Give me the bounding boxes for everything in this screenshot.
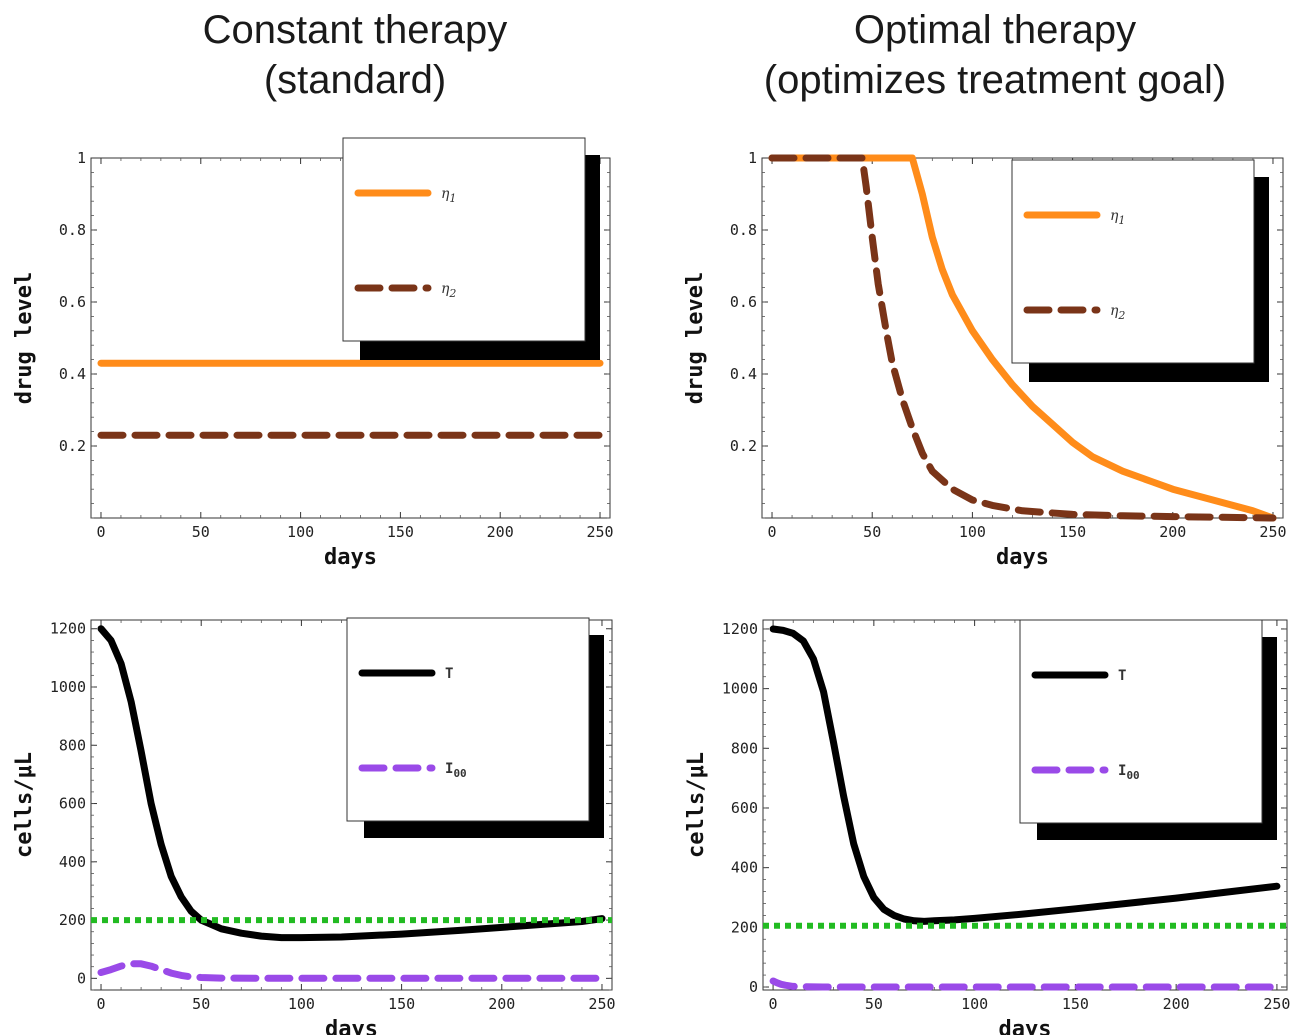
- plot-frame: [761, 157, 1284, 519]
- x-tick-label: 50: [865, 995, 883, 1013]
- y-tick-label: 200: [731, 918, 758, 936]
- x-tick-label: 0: [97, 995, 106, 1013]
- x-tick-label: 100: [961, 995, 988, 1013]
- y-axis-label: cells/μL: [684, 752, 709, 858]
- y-tick-label: 1000: [50, 678, 86, 696]
- series-line-I00: [97, 960, 606, 982]
- x-tick-label: 150: [387, 523, 414, 541]
- legend-label: T: [1118, 668, 1126, 684]
- title-left-line1: Constant therapy: [202, 8, 508, 52]
- y-tick-label: 1000: [722, 680, 758, 698]
- y-axis-label: drug level: [12, 272, 37, 404]
- y-tick-label: 0.8: [59, 221, 86, 239]
- y-tick-label: 800: [731, 739, 758, 757]
- y-tick-label: 400: [731, 859, 758, 877]
- y-tick-label: 0: [749, 978, 758, 996]
- x-tick-label: 50: [192, 523, 210, 541]
- x-tick-label: 100: [287, 523, 314, 541]
- x-tick-label: 250: [1259, 523, 1286, 541]
- legend: η1 η2: [1011, 159, 1269, 382]
- y-axis-label: cells/μL: [12, 752, 37, 858]
- title-right-line2: (optimizes treatment goal): [763, 58, 1227, 102]
- y-tick-label: 1: [748, 149, 757, 167]
- legend-label: T: [445, 666, 453, 682]
- series-line-T: [97, 625, 606, 942]
- y-tick-label: 200: [59, 911, 86, 929]
- legend-label: η1: [1110, 208, 1125, 227]
- y-tick-label: 0.8: [730, 221, 757, 239]
- y-tick-label: 1: [77, 149, 86, 167]
- legend-box: [346, 617, 590, 822]
- x-tick-label: 50: [863, 523, 881, 541]
- x-tick-label: 200: [1159, 523, 1186, 541]
- y-tick-label: 0: [77, 969, 86, 987]
- x-tick-label: 100: [959, 523, 986, 541]
- x-tick-label: 0: [96, 523, 105, 541]
- legend: η1 η2: [342, 137, 600, 360]
- legend-box: [1011, 159, 1255, 364]
- y-tick-label: 0.2: [730, 437, 757, 455]
- y-tick-label: 0.4: [59, 365, 86, 383]
- x-tick-label: 250: [1263, 995, 1290, 1013]
- x-tick-label: 0: [769, 995, 778, 1013]
- legend: T I00: [346, 617, 604, 838]
- x-tick-label: 50: [192, 995, 210, 1013]
- title-right-line1: Optimal therapy: [853, 8, 1137, 52]
- x-tick-label: 250: [586, 523, 613, 541]
- series-line-I00: [769, 977, 1281, 991]
- series-line-2: [768, 154, 1277, 522]
- x-tick-label: 150: [388, 995, 415, 1013]
- y-tick-label: 0.6: [730, 293, 757, 311]
- y-tick-label: 0.4: [730, 365, 757, 383]
- title-optimal-therapy: Optimal therapy (optimizes treatment goa…: [700, 5, 1290, 105]
- y-axis-label: drug level: [683, 272, 708, 404]
- x-tick-label: 250: [588, 995, 615, 1013]
- x-axis-label: days: [996, 545, 1049, 570]
- x-tick-label: 100: [288, 995, 315, 1013]
- legend-box: [1019, 619, 1263, 824]
- x-tick-label: 150: [1062, 995, 1089, 1013]
- legend-label: η1: [441, 186, 456, 205]
- x-tick-label: 200: [487, 523, 514, 541]
- legend-box: [342, 137, 586, 342]
- series-line-T: [769, 625, 1281, 925]
- series-group: [91, 625, 612, 982]
- y-tick-label: 1200: [722, 620, 758, 638]
- y-tick-label: 400: [59, 853, 86, 871]
- y-tick-label: 600: [731, 799, 758, 817]
- series-line-1: [768, 154, 1277, 522]
- x-tick-label: 0: [768, 523, 777, 541]
- y-tick-label: 0.6: [59, 293, 86, 311]
- series-group: [763, 625, 1287, 991]
- series-group: [97, 359, 604, 439]
- x-axis-label: days: [999, 1017, 1052, 1035]
- legend-label: η2: [1110, 303, 1125, 322]
- x-tick-label: 150: [1059, 523, 1086, 541]
- legend-label: I00: [445, 761, 467, 780]
- title-constant-therapy: Constant therapy (standard): [130, 5, 580, 105]
- x-axis-label: days: [324, 545, 377, 570]
- y-tick-label: 0.2: [59, 437, 86, 455]
- legend-label: I00: [1118, 763, 1140, 782]
- y-tick-label: 1200: [50, 620, 86, 638]
- legend: T I00: [1019, 619, 1277, 840]
- legend-label: η2: [441, 281, 456, 300]
- y-tick-label: 600: [59, 795, 86, 813]
- x-axis-label: days: [325, 1017, 378, 1035]
- y-tick-label: 800: [59, 736, 86, 754]
- x-tick-label: 200: [1163, 995, 1190, 1013]
- x-tick-label: 200: [488, 995, 515, 1013]
- series-group: [768, 154, 1277, 522]
- title-left-line2: (standard): [263, 58, 447, 102]
